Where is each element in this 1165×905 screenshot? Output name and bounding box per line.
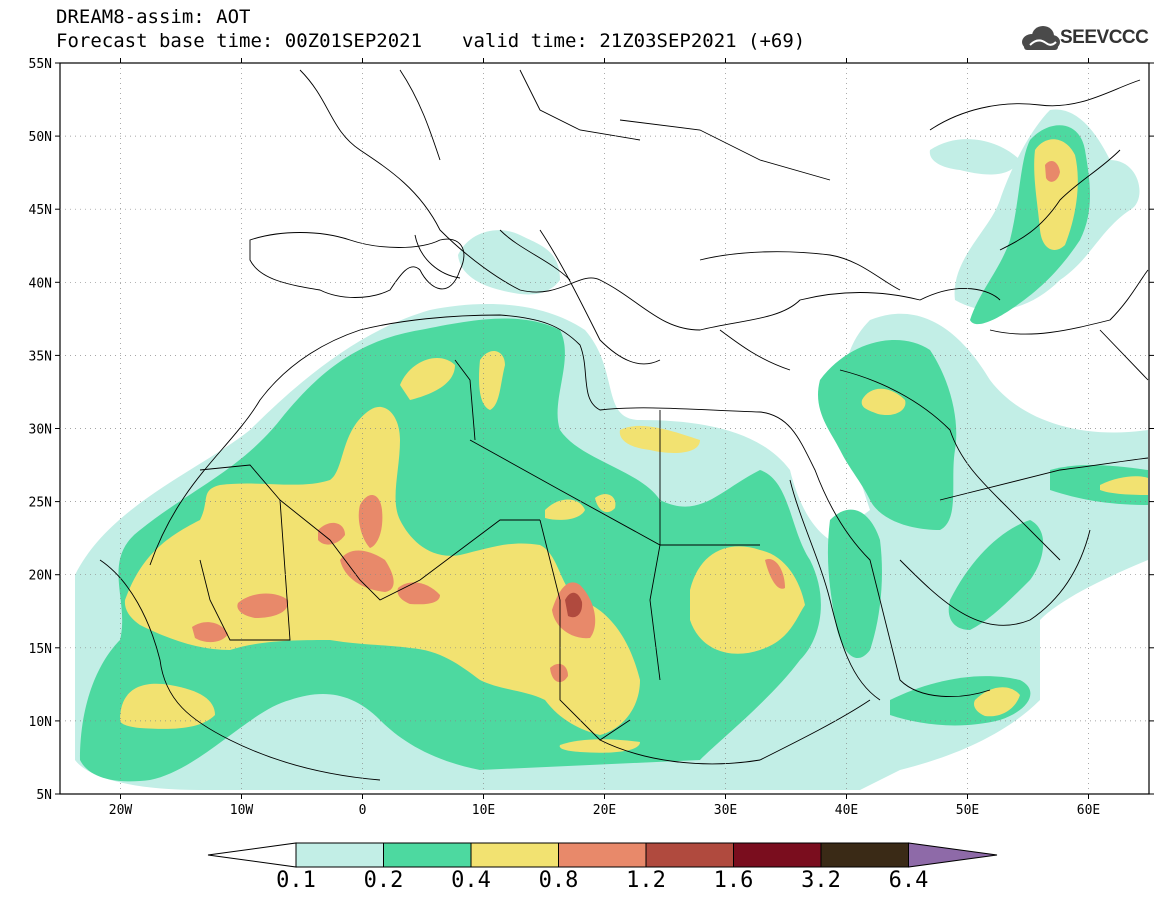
colorbar-swatch (295, 842, 384, 868)
colorbar-swatch (558, 842, 647, 868)
colorbar-label: 0.1 (276, 868, 316, 893)
colorbar-swatch (470, 842, 559, 868)
lon-tick-label: 10E (472, 803, 495, 818)
lat-tick-label: 15N (29, 642, 52, 657)
colorbar-label: 3.2 (801, 868, 841, 893)
colorbar-over-arrow (908, 842, 998, 868)
lat-tick-label: 35N (29, 349, 52, 364)
lon-tick-label: 50E (956, 803, 979, 818)
colorbar-label: 0.4 (451, 868, 491, 893)
lat-tick-label: 55N (29, 57, 52, 72)
chart-title: DREAM8-assim: AOT (56, 6, 251, 28)
colorbar-under-arrow (207, 842, 297, 868)
cloud-icon (1022, 26, 1060, 50)
lat-tick-label: 50N (29, 130, 52, 145)
lat-tick-label: 10N (29, 715, 52, 730)
aot-contours (75, 109, 1148, 790)
colorbar-label: 6.4 (888, 868, 929, 893)
lat-tick-label: 40N (29, 276, 52, 291)
forecast-base-time: Forecast base time: 00Z01SEP2021 (56, 30, 423, 52)
lon-tick-label: 0 (359, 803, 367, 818)
lon-tick-label: 10W (230, 803, 254, 818)
logo-text: SEEVCCC (1060, 27, 1149, 48)
colorbar-swatch (383, 842, 472, 868)
lat-tick-label: 25N (29, 496, 52, 511)
colorbar (207, 842, 998, 868)
axis-ticks: 55N 50N 45N 40N 35N 30N 25N 20N 15N 10N 5N 20W 10W 0 1… (29, 57, 1154, 818)
colorbar-swatch (733, 842, 822, 868)
country-borders (99, 69, 1149, 781)
lat-lon-grid (60, 63, 1149, 794)
colorbar-label: 1.6 (713, 868, 754, 893)
lon-tick-label: 40E (835, 803, 858, 818)
lat-tick-label: 30N (29, 423, 52, 438)
valid-time: valid time: 21Z03SEP2021 (+69) (462, 30, 806, 52)
forecast-times: Forecast base time: 00Z01SEP2021 valid ti… (56, 30, 805, 52)
colorbar-label: 0.2 (363, 868, 404, 893)
lon-tick-label: 60E (1077, 803, 1100, 818)
lon-tick-label: 20E (593, 803, 616, 818)
aot-level-1.2 (565, 592, 583, 618)
lon-tick-label: 30E (714, 803, 737, 818)
colorbar-swatch (645, 842, 734, 868)
lat-tick-label: 5N (36, 788, 52, 803)
lon-tick-label: 20W (109, 803, 133, 818)
colorbar-label: 0.8 (538, 868, 579, 893)
colorbar-swatch (820, 842, 909, 868)
aot-level-0.8 (192, 160, 1060, 683)
lat-tick-label: 45N (29, 203, 52, 218)
colorbar-label: 1.2 (626, 868, 666, 893)
lat-tick-label: 20N (29, 569, 52, 584)
